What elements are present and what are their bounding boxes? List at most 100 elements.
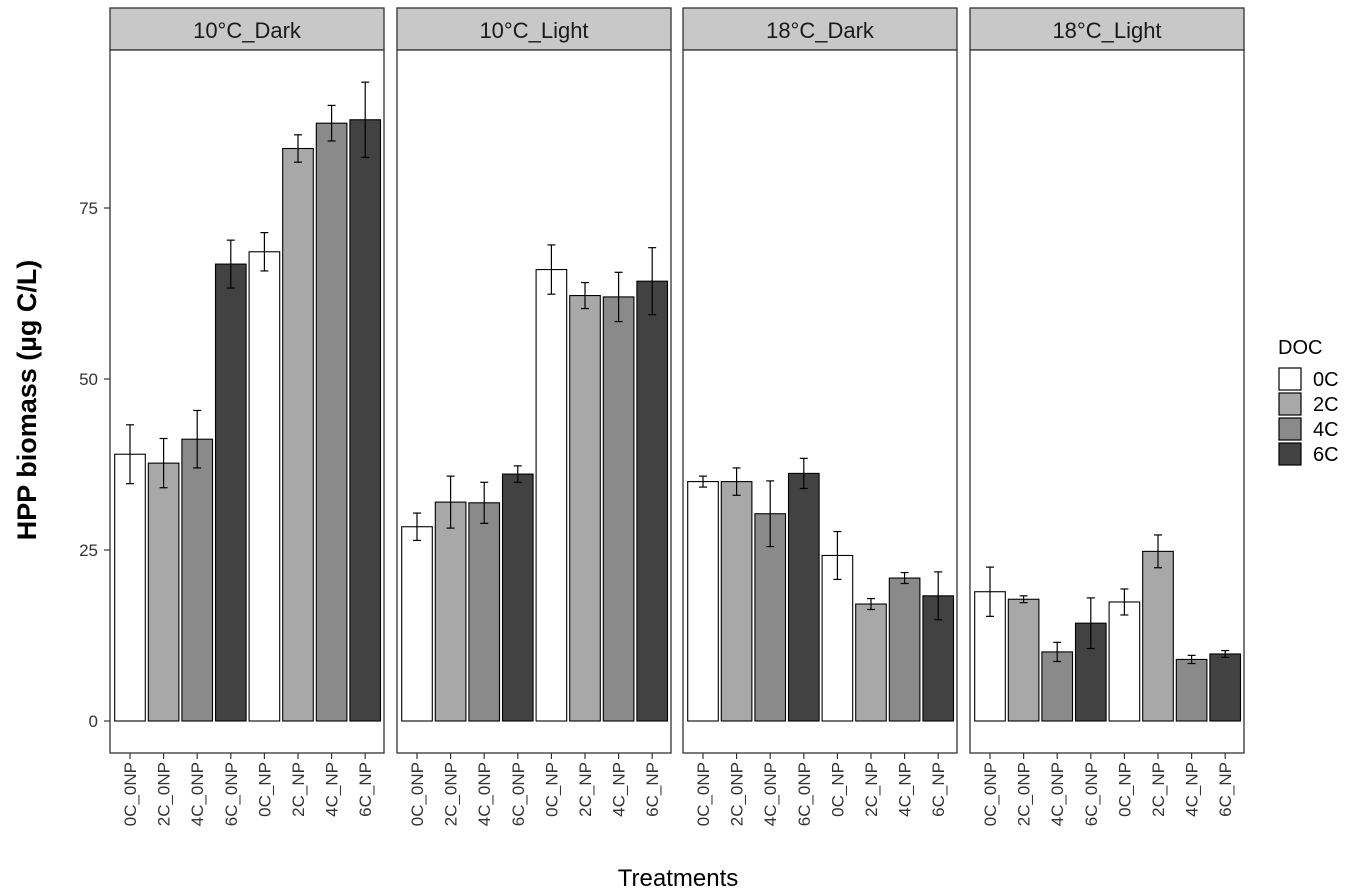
x-tick-label: 6C_0NP (222, 762, 241, 826)
bar (1007, 598, 1040, 722)
x-tick-label: 6C_NP (929, 762, 948, 817)
error-bar (294, 134, 302, 163)
x-axis-title: Treatments (618, 865, 738, 890)
x-tick-label: 6C_0NP (795, 762, 814, 826)
error-bar (126, 424, 134, 485)
x-tick-label: 2C_NP (862, 762, 881, 817)
error-bar (226, 239, 235, 289)
facet-panel: 10°C_Light 0C_0NP 2C_0NP 4C_0NP 6C_0NP 0C_NP 2… (396, 7, 672, 826)
error-bar (1187, 654, 1196, 665)
legend-key (1278, 417, 1302, 441)
legend-label: 6C (1313, 444, 1339, 466)
error-bar (833, 530, 842, 581)
error-bar (648, 247, 657, 316)
error-bar (547, 244, 556, 295)
bar (855, 603, 887, 722)
chart-panels: 10°C_Dark 0C_0NP 2C_0NP 4C_0NP 6C_0NP 0C_NP 2C… (109, 7, 1245, 826)
error-bar (260, 232, 269, 272)
error-bar (1221, 649, 1230, 658)
bar (114, 453, 146, 722)
bar (214, 263, 247, 722)
bar (315, 122, 348, 722)
error-bar (1120, 588, 1129, 616)
bar (535, 269, 568, 722)
facet-strip-label: 10°C_Dark (193, 18, 302, 43)
error-bar (159, 437, 168, 489)
facet-strip-label: 18°C_Light (1052, 18, 1161, 43)
x-tick-label: 0C_NP (255, 762, 274, 817)
error-bar (413, 512, 421, 542)
x-tick-label: 0C_NP (1115, 762, 1134, 817)
bar (602, 296, 635, 722)
bar (687, 481, 719, 722)
y-tick-label: 0 (89, 712, 98, 731)
bar (1209, 653, 1242, 722)
error-bar (934, 571, 943, 621)
error-bar (900, 571, 909, 585)
error-bar (986, 566, 994, 617)
bar (754, 513, 787, 722)
facet-panel: 18°C_Dark 0C_0NP 2C_0NP 4C_0NP 6C_0NP 0C_NP 2C… (682, 7, 958, 826)
x-tick-label: 6C_NP (643, 762, 662, 817)
x-tick-label: 2C_0NP (1015, 762, 1034, 826)
x-tick-label: 4C_NP (896, 762, 915, 817)
error-bar (1086, 597, 1095, 650)
error-bar (1053, 641, 1062, 663)
error-bar (799, 457, 808, 490)
error-bar (732, 467, 741, 496)
facet-strip-label: 18°C_Dark (766, 18, 875, 43)
error-bar (193, 409, 202, 469)
bar (1142, 550, 1174, 722)
bar (787, 472, 820, 722)
x-tick-label: 4C_0NP (761, 762, 780, 826)
x-tick-label: 4C_NP (1183, 762, 1202, 817)
bar (720, 481, 753, 722)
error-bar (513, 465, 522, 483)
facet-strip (969, 7, 1245, 51)
x-tick-label: 4C_0NP (188, 762, 207, 826)
x-tick-label: 6C_NP (356, 762, 375, 817)
bar (569, 295, 601, 722)
error-bar (699, 475, 707, 488)
x-tick-label: 6C_0NP (509, 762, 528, 826)
bar (1041, 651, 1074, 722)
x-tick-label: 4C_0NP (475, 762, 494, 826)
error-bar (361, 81, 370, 158)
error-bar (327, 104, 336, 142)
bar (434, 501, 467, 722)
error-bar (446, 475, 455, 529)
error-bar (766, 480, 775, 548)
x-tick-label: 0C_NP (542, 762, 561, 817)
error-bar (1019, 595, 1028, 604)
x-tick-label: 6C_0NP (1082, 762, 1101, 826)
y-axis-title: HPP biomass (µg C/L) (12, 260, 42, 541)
bar (181, 438, 214, 722)
x-tick-label: 4C_0NP (1048, 762, 1067, 826)
bar (821, 554, 854, 722)
x-tick-label: 0C_NP (828, 762, 847, 817)
legend-key (1278, 392, 1302, 416)
error-bar (614, 271, 623, 323)
legend: DOC 0C 2C 4C 6C (1278, 337, 1339, 466)
x-tick-label: 2C_NP (289, 762, 308, 817)
x-tick-label: 4C_NP (323, 762, 342, 817)
error-bar (581, 281, 589, 310)
facet-panel: 18°C_Light 0C_0NP 2C_0NP 4C_0NP 6C_0NP 0C_NP 2… (969, 7, 1245, 826)
error-bar (867, 597, 875, 611)
facet-strip-label: 10°C_Light (479, 18, 588, 43)
x-tick-label: 0C_0NP (121, 762, 140, 826)
legend-label: 2C (1313, 394, 1339, 416)
bar (248, 251, 281, 722)
bar (282, 147, 314, 722)
y-axis: 0 25 50 75 (79, 199, 110, 731)
bar (468, 502, 501, 722)
bar (501, 473, 534, 722)
y-tick-label: 50 (79, 370, 98, 389)
y-tick-label: 75 (79, 199, 98, 218)
facet-strip (109, 7, 385, 51)
bar (636, 280, 669, 722)
error-bar (1154, 534, 1162, 569)
bar (147, 462, 180, 722)
x-tick-label: 4C_NP (610, 762, 629, 817)
